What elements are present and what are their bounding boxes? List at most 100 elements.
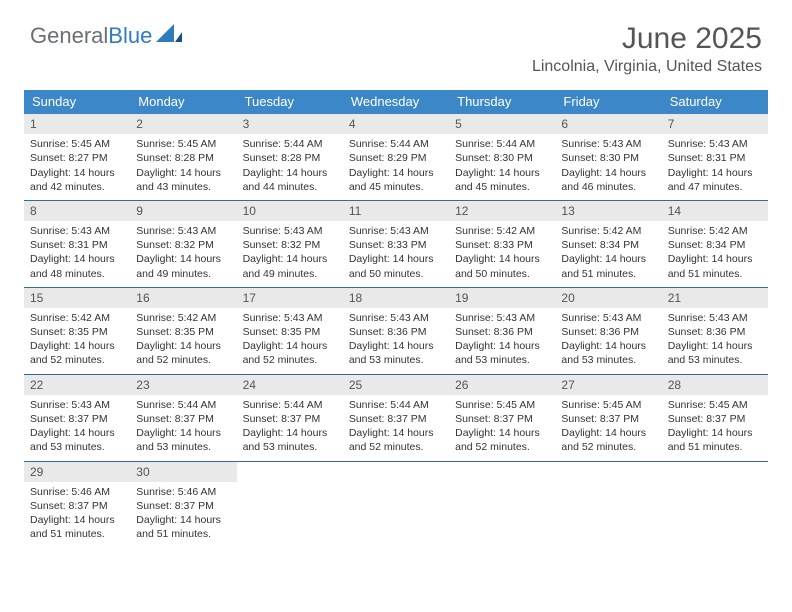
day-line-dl2: and 53 minutes. bbox=[455, 353, 549, 367]
day-body: Sunrise: 5:44 AMSunset: 8:28 PMDaylight:… bbox=[237, 134, 343, 200]
day-cell bbox=[343, 462, 449, 548]
day-line-ss: Sunset: 8:37 PM bbox=[136, 412, 230, 426]
day-line-sr: Sunrise: 5:43 AM bbox=[243, 224, 337, 238]
day-line-sr: Sunrise: 5:45 AM bbox=[668, 398, 762, 412]
day-line-ss: Sunset: 8:37 PM bbox=[136, 499, 230, 513]
week-row: 22Sunrise: 5:43 AMSunset: 8:37 PMDayligh… bbox=[24, 375, 768, 462]
day-line-sr: Sunrise: 5:44 AM bbox=[455, 137, 549, 151]
day-line-dl1: Daylight: 14 hours bbox=[349, 166, 443, 180]
day-line-ss: Sunset: 8:37 PM bbox=[561, 412, 655, 426]
day-line-ss: Sunset: 8:37 PM bbox=[30, 499, 124, 513]
day-cell: 30Sunrise: 5:46 AMSunset: 8:37 PMDayligh… bbox=[130, 462, 236, 548]
day-line-dl2: and 44 minutes. bbox=[243, 180, 337, 194]
day-line-dl1: Daylight: 14 hours bbox=[136, 513, 230, 527]
day-line-dl1: Daylight: 14 hours bbox=[30, 252, 124, 266]
day-number: 16 bbox=[130, 288, 236, 308]
day-line-sr: Sunrise: 5:42 AM bbox=[136, 311, 230, 325]
day-line-dl2: and 53 minutes. bbox=[668, 353, 762, 367]
day-cell: 16 Sunrise: 5:42 AMSunset: 8:35 PMDayligh… bbox=[130, 288, 236, 374]
day-body: Sunrise: 5:45 AMSunset: 8:37 PMDaylight:… bbox=[449, 395, 555, 461]
day-body: Sunrise: 5:44 AMSunset: 8:37 PMDaylight:… bbox=[343, 395, 449, 461]
day-line-sr: Sunrise: 5:44 AM bbox=[349, 398, 443, 412]
day-cell: 27Sunrise: 5:45 AMSunset: 8:37 PMDayligh… bbox=[555, 375, 661, 461]
day-number: 17 bbox=[237, 288, 343, 308]
day-line-dl2: and 45 minutes. bbox=[455, 180, 549, 194]
day-body: Sunrise: 5:45 AMSunset: 8:37 PMDaylight:… bbox=[555, 395, 661, 461]
day-number: 6 bbox=[555, 114, 661, 134]
day-line-sr: Sunrise: 5:45 AM bbox=[30, 137, 124, 151]
day-line-dl1: Daylight: 14 hours bbox=[455, 252, 549, 266]
day-line-sr: Sunrise: 5:43 AM bbox=[243, 311, 337, 325]
day-line-dl1: Daylight: 14 hours bbox=[349, 339, 443, 353]
day-line-sr: Sunrise: 5:43 AM bbox=[30, 398, 124, 412]
day-line-ss: Sunset: 8:37 PM bbox=[668, 412, 762, 426]
day-line-ss: Sunset: 8:31 PM bbox=[668, 151, 762, 165]
day-line-dl2: and 53 minutes. bbox=[243, 440, 337, 454]
day-body: Sunrise: 5:45 AMSunset: 8:28 PMDaylight:… bbox=[130, 134, 236, 200]
day-cell: 6Sunrise: 5:43 AMSunset: 8:30 PMDaylight… bbox=[555, 114, 661, 200]
day-line-dl1: Daylight: 14 hours bbox=[30, 339, 124, 353]
day-line-ss: Sunset: 8:36 PM bbox=[668, 325, 762, 339]
logo-text-blue: Blue bbox=[108, 23, 152, 48]
day-line-dl1: Daylight: 14 hours bbox=[243, 339, 337, 353]
day-number: 5 bbox=[449, 114, 555, 134]
weekday-header: Monday bbox=[130, 90, 236, 114]
day-number: 9 bbox=[130, 201, 236, 221]
day-line-dl1: Daylight: 14 hours bbox=[136, 339, 230, 353]
day-cell bbox=[662, 462, 768, 548]
day-line-ss: Sunset: 8:30 PM bbox=[561, 151, 655, 165]
day-line-dl2: and 52 minutes. bbox=[561, 440, 655, 454]
day-cell: 14Sunrise: 5:42 AMSunset: 8:34 PMDayligh… bbox=[662, 201, 768, 287]
day-line-dl1: Daylight: 14 hours bbox=[668, 339, 762, 353]
day-line-dl1: Daylight: 14 hours bbox=[30, 166, 124, 180]
day-cell: 26Sunrise: 5:45 AMSunset: 8:37 PMDayligh… bbox=[449, 375, 555, 461]
day-line-ss: Sunset: 8:35 PM bbox=[136, 325, 230, 339]
day-line-dl1: Daylight: 14 hours bbox=[136, 426, 230, 440]
location-text: Lincolnia, Virginia, United States bbox=[24, 58, 762, 76]
day-line-sr: Sunrise: 5:45 AM bbox=[455, 398, 549, 412]
logo-text-general: General bbox=[30, 23, 108, 48]
day-line-dl2: and 45 minutes. bbox=[349, 180, 443, 194]
day-cell: 10Sunrise: 5:43 AMSunset: 8:32 PMDayligh… bbox=[237, 201, 343, 287]
day-number: 11 bbox=[343, 201, 449, 221]
day-number: 25 bbox=[343, 375, 449, 395]
day-cell: 13Sunrise: 5:42 AMSunset: 8:34 PMDayligh… bbox=[555, 201, 661, 287]
day-line-ss: Sunset: 8:33 PM bbox=[455, 238, 549, 252]
day-cell: 2Sunrise: 5:45 AMSunset: 8:28 PMDaylight… bbox=[130, 114, 236, 200]
day-line-dl2: and 51 minutes. bbox=[668, 267, 762, 281]
day-cell: 4Sunrise: 5:44 AMSunset: 8:29 PMDaylight… bbox=[343, 114, 449, 200]
day-line-ss: Sunset: 8:33 PM bbox=[349, 238, 443, 252]
day-line-dl2: and 47 minutes. bbox=[668, 180, 762, 194]
day-number: 29 bbox=[24, 462, 130, 482]
day-line-ss: Sunset: 8:30 PM bbox=[455, 151, 549, 165]
day-line-dl2: and 52 minutes. bbox=[136, 353, 230, 367]
week-row: 1Sunrise: 5:45 AMSunset: 8:27 PMDaylight… bbox=[24, 114, 768, 201]
day-body: Sunrise: 5:46 AMSunset: 8:37 PMDaylight:… bbox=[130, 482, 236, 548]
weekday-header: Sunday bbox=[24, 90, 130, 114]
day-body: Sunrise: 5:43 AMSunset: 8:37 PMDaylight:… bbox=[24, 395, 130, 461]
day-line-dl1: Daylight: 14 hours bbox=[455, 166, 549, 180]
day-line-sr: Sunrise: 5:42 AM bbox=[561, 224, 655, 238]
day-line-dl1: Daylight: 14 hours bbox=[243, 166, 337, 180]
day-cell bbox=[237, 462, 343, 548]
day-number: 19 bbox=[449, 288, 555, 308]
day-line-sr: Sunrise: 5:43 AM bbox=[349, 311, 443, 325]
day-line-ss: Sunset: 8:29 PM bbox=[349, 151, 443, 165]
day-number: 22 bbox=[24, 375, 130, 395]
day-line-dl2: and 52 minutes. bbox=[455, 440, 549, 454]
day-line-ss: Sunset: 8:37 PM bbox=[349, 412, 443, 426]
day-line-ss: Sunset: 8:27 PM bbox=[30, 151, 124, 165]
day-line-dl2: and 53 minutes. bbox=[349, 353, 443, 367]
day-line-dl1: Daylight: 14 hours bbox=[136, 166, 230, 180]
week-row: 8Sunrise: 5:43 AMSunset: 8:31 PMDaylight… bbox=[24, 201, 768, 288]
day-cell: 28Sunrise: 5:45 AMSunset: 8:37 PMDayligh… bbox=[662, 375, 768, 461]
day-cell: 21Sunrise: 5:43 AMSunset: 8:36 PMDayligh… bbox=[662, 288, 768, 374]
weekday-header: Wednesday bbox=[343, 90, 449, 114]
day-body: Sunrise: 5:45 AMSunset: 8:27 PMDaylight:… bbox=[24, 134, 130, 200]
day-line-sr: Sunrise: 5:43 AM bbox=[668, 311, 762, 325]
day-line-dl1: Daylight: 14 hours bbox=[349, 252, 443, 266]
day-line-ss: Sunset: 8:36 PM bbox=[455, 325, 549, 339]
day-line-sr: Sunrise: 5:45 AM bbox=[136, 137, 230, 151]
day-body: Sunrise: 5:46 AMSunset: 8:37 PMDaylight:… bbox=[24, 482, 130, 548]
day-line-dl1: Daylight: 14 hours bbox=[243, 426, 337, 440]
